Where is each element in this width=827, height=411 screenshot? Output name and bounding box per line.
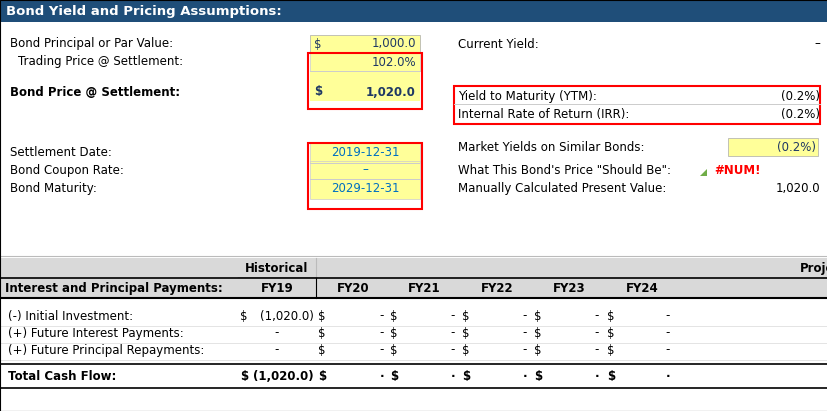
- Text: –: –: [361, 164, 367, 176]
- Text: Bond Yield and Pricing Assumptions:: Bond Yield and Pricing Assumptions:: [6, 5, 281, 18]
- Text: $: $: [461, 369, 470, 383]
- FancyBboxPatch shape: [309, 143, 419, 163]
- Text: ·: ·: [522, 369, 527, 383]
- Text: (-) Initial Investment:: (-) Initial Investment:: [8, 309, 133, 323]
- Text: -: -: [450, 326, 455, 339]
- FancyBboxPatch shape: [0, 258, 827, 278]
- Text: $: $: [461, 326, 469, 339]
- Text: $: $: [390, 344, 397, 356]
- Text: (+) Future Interest Payments:: (+) Future Interest Payments:: [8, 326, 184, 339]
- FancyBboxPatch shape: [309, 71, 419, 101]
- Text: (0.2%): (0.2%): [776, 141, 815, 153]
- Text: $: $: [318, 369, 326, 383]
- Text: Market Yields on Similar Bonds:: Market Yields on Similar Bonds:: [457, 141, 643, 153]
- Text: FY19: FY19: [261, 282, 293, 295]
- Text: FY24: FY24: [625, 282, 657, 295]
- Text: Historical: Historical: [245, 261, 308, 275]
- Text: 1,020.0: 1,020.0: [774, 182, 819, 194]
- Text: $: $: [318, 344, 325, 356]
- Text: -: -: [450, 344, 455, 356]
- FancyBboxPatch shape: [309, 161, 419, 179]
- Text: $: $: [606, 344, 614, 356]
- FancyBboxPatch shape: [0, 0, 827, 22]
- Text: FY23: FY23: [552, 282, 585, 295]
- Text: $: $: [318, 309, 325, 323]
- Text: $: $: [606, 309, 614, 323]
- Text: Bond Principal or Par Value:: Bond Principal or Par Value:: [10, 37, 173, 51]
- Text: Bond Coupon Rate:: Bond Coupon Rate:: [10, 164, 124, 176]
- Text: ·: ·: [380, 369, 384, 383]
- Text: 2019-12-31: 2019-12-31: [330, 145, 399, 159]
- Text: -: -: [275, 326, 279, 339]
- Text: -: -: [522, 344, 527, 356]
- Text: -: -: [450, 309, 455, 323]
- Text: $: $: [461, 344, 469, 356]
- Text: -: -: [594, 326, 599, 339]
- Text: 1,020.0: 1,020.0: [366, 85, 415, 99]
- Text: -: -: [380, 326, 384, 339]
- Text: -: -: [522, 326, 527, 339]
- Text: Interest and Principal Payments:: Interest and Principal Payments:: [5, 282, 222, 295]
- Text: FY21: FY21: [407, 282, 440, 295]
- Text: (1,020.0): (1,020.0): [260, 309, 313, 323]
- Text: $: $: [606, 326, 614, 339]
- Text: -: -: [380, 309, 384, 323]
- Text: Manually Calculated Present Value:: Manually Calculated Present Value:: [457, 182, 666, 194]
- Text: $: $: [533, 369, 542, 383]
- Text: $: $: [313, 37, 321, 51]
- Polygon shape: [699, 169, 706, 176]
- Text: $: $: [390, 326, 397, 339]
- FancyBboxPatch shape: [309, 53, 419, 71]
- FancyBboxPatch shape: [0, 278, 827, 298]
- Text: -: -: [665, 309, 669, 323]
- Text: $: $: [533, 344, 541, 356]
- Text: $: $: [606, 369, 614, 383]
- Text: -: -: [380, 344, 384, 356]
- Text: $: $: [313, 85, 322, 99]
- Text: $: $: [240, 369, 248, 383]
- Text: $: $: [318, 326, 325, 339]
- Text: FY20: FY20: [337, 282, 369, 295]
- Text: –: –: [813, 37, 819, 51]
- Text: Bond Price @ Settlement:: Bond Price @ Settlement:: [10, 85, 180, 99]
- Text: -: -: [665, 344, 669, 356]
- Text: Proje: Proje: [799, 261, 827, 275]
- Text: 1,000.0: 1,000.0: [371, 37, 415, 51]
- Text: $: $: [390, 369, 398, 383]
- Text: Current Yield:: Current Yield:: [457, 37, 538, 51]
- Text: -: -: [594, 344, 599, 356]
- Text: -: -: [594, 309, 599, 323]
- Text: #NUM!: #NUM!: [713, 164, 759, 176]
- Text: Internal Rate of Return (IRR):: Internal Rate of Return (IRR):: [457, 108, 629, 120]
- Text: Settlement Date:: Settlement Date:: [10, 145, 112, 159]
- Text: -: -: [522, 309, 527, 323]
- Text: -: -: [665, 326, 669, 339]
- Text: Total Cash Flow:: Total Cash Flow:: [8, 369, 117, 383]
- Text: $: $: [390, 309, 397, 323]
- Text: ·: ·: [665, 369, 670, 383]
- Text: $: $: [461, 309, 469, 323]
- Text: (0.2%): (0.2%): [780, 108, 819, 120]
- FancyBboxPatch shape: [309, 179, 419, 199]
- Text: What This Bond's Price "Should Be":: What This Bond's Price "Should Be":: [457, 164, 670, 176]
- Text: -: -: [275, 344, 279, 356]
- Text: (1,020.0): (1,020.0): [253, 369, 313, 383]
- Text: ·: ·: [594, 369, 599, 383]
- Text: FY22: FY22: [480, 282, 513, 295]
- Text: $: $: [240, 309, 247, 323]
- Text: Bond Maturity:: Bond Maturity:: [10, 182, 97, 194]
- FancyBboxPatch shape: [0, 22, 827, 258]
- Text: (+) Future Principal Repayments:: (+) Future Principal Repayments:: [8, 344, 204, 356]
- FancyBboxPatch shape: [309, 35, 419, 53]
- Text: 2029-12-31: 2029-12-31: [330, 182, 399, 194]
- Text: $: $: [533, 309, 541, 323]
- Text: (0.2%): (0.2%): [780, 90, 819, 102]
- Text: $: $: [533, 326, 541, 339]
- Text: ·: ·: [450, 369, 455, 383]
- Text: Trading Price @ Settlement:: Trading Price @ Settlement:: [18, 55, 183, 69]
- FancyBboxPatch shape: [727, 138, 817, 156]
- Text: Yield to Maturity (YTM):: Yield to Maturity (YTM):: [457, 90, 596, 102]
- Text: 102.0%: 102.0%: [371, 55, 415, 69]
